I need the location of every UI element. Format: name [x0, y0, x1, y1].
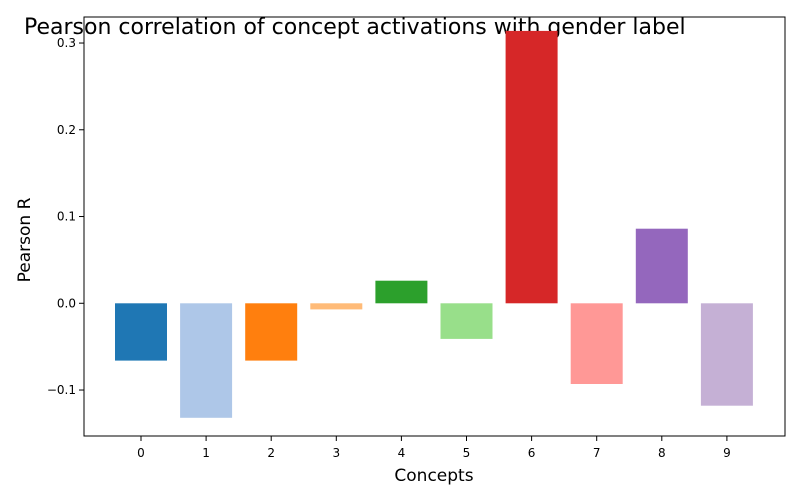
x-tick-label: 4: [398, 446, 406, 460]
y-tick-label: −0.1: [47, 383, 76, 397]
x-axis-label: Concepts: [394, 466, 473, 486]
bar-concept-6: [505, 30, 558, 304]
y-tick-label: 0.2: [57, 123, 76, 137]
x-tick-label: 2: [267, 446, 275, 460]
y-tick-label: 0.1: [57, 210, 76, 224]
x-tick-label: 8: [658, 446, 666, 460]
chart-title: Pearson correlation of concept activatio…: [24, 15, 686, 40]
x-tick-label: 0: [137, 446, 145, 460]
y-tick-label: 0.0: [57, 296, 76, 310]
x-tick-label: 6: [528, 446, 536, 460]
bar-concept-0: [115, 303, 167, 361]
y-axis-label: Pearson R: [15, 197, 35, 282]
bar-concept-7: [570, 303, 623, 384]
bar-concept-3: [310, 303, 363, 310]
x-tick-label: 3: [332, 446, 340, 460]
bar-concept-9: [700, 303, 753, 406]
bar-concept-5: [440, 303, 493, 339]
x-tick-label: 7: [593, 446, 601, 460]
x-tick-label: 9: [723, 446, 731, 460]
plot-frame: [83, 16, 786, 437]
bar-concept-4: [375, 280, 428, 304]
y-tick-label: 0.3: [57, 36, 76, 50]
plot-area: −0.1 0.0 0.1 0.2 0.3 0 1 2 3 4 5 6 7 8 9: [47, 16, 786, 460]
bar-concept-8: [635, 228, 688, 304]
x-tick-label: 5: [463, 446, 471, 460]
x-tick-label: 1: [202, 446, 210, 460]
bar-concept-2: [245, 303, 298, 361]
bar-concept-1: [180, 303, 233, 418]
